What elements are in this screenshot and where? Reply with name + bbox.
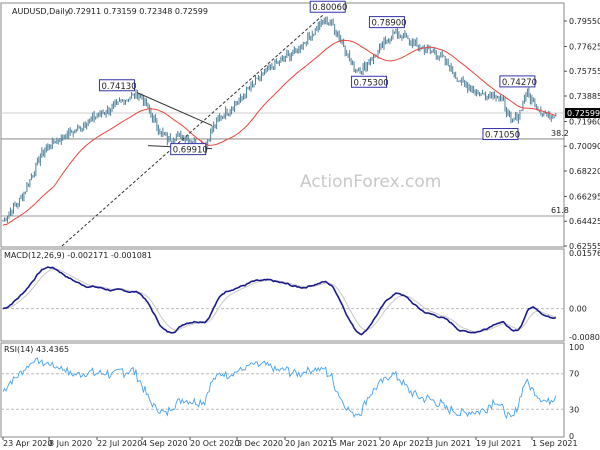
macd-tick-label: 0.015768: [569, 249, 600, 258]
date-tick-label: 22 Jul 2020: [97, 439, 142, 448]
swing-label-box: [499, 75, 536, 88]
price-tick-label: 0.71960: [569, 117, 600, 126]
price-tick-label: 0.79550: [569, 17, 600, 26]
rsi-tick-label: 70: [569, 370, 579, 379]
rsi-tick-label: 100: [569, 343, 584, 352]
date-tick-label: 3 Dec 2020: [237, 439, 283, 448]
date-tick-label: 3 Jun 2021: [428, 439, 471, 448]
swing-label: 0.74130: [101, 82, 136, 92]
price-tick-label: 0.73885: [569, 92, 600, 101]
current-price-label: 0.72599: [567, 109, 600, 118]
header-ohlc: 0.72911 0.73159 0.72348 0.72599: [68, 7, 208, 16]
date-tick-label: 8 Jun 2020: [49, 439, 92, 448]
date-tick-label: 1 Sep 2021: [532, 439, 578, 448]
swing-label: 0.71050: [485, 131, 520, 141]
date-tick-label: 5 Mar 2021: [332, 439, 378, 448]
fib-level-label: 61.8: [551, 206, 569, 215]
macd-signal-line: [2, 268, 556, 333]
rsi-line: [2, 357, 557, 420]
swing-label-box: [482, 128, 519, 141]
date-tick-label: 20 Oct 2020: [190, 439, 239, 448]
price-panel: ActionForex.com 38.2 61.8 0.74130 0.69910 0…: [0, 0, 569, 248]
price-tick-label: 0.77625: [569, 42, 600, 51]
rsi-panel: RSI(14) 43.4365: [0, 342, 565, 438]
macd-title: MACD(12,26,9) -0.002171 -0.001081: [4, 251, 152, 260]
rsi-panel-frame: [0, 342, 565, 438]
macd-panel: MACD(12,26,9) -0.002171 -0.001081: [0, 248, 565, 342]
price-tick-label: 0.66295: [569, 192, 600, 201]
swing-label: 0.69910: [173, 146, 208, 156]
moving-average-line: [2, 39, 556, 227]
swing-label: 0.80060: [312, 3, 347, 13]
watermark: ActionForex.com: [300, 172, 441, 192]
current-price-box: [565, 108, 600, 119]
dashed-trendline: [61, 13, 325, 247]
rsi-tick-label: 30: [569, 405, 579, 414]
swing-label-box: [309, 0, 346, 13]
macd-tick-label: 0.00: [569, 305, 587, 314]
macd-line: [2, 266, 557, 336]
price-tick-label: 0.75755: [569, 67, 600, 76]
swing-label: 0.78900: [371, 19, 406, 29]
descending-trendline: [137, 92, 213, 127]
swing-label: 0.74270: [502, 78, 537, 88]
price-tick-label: 0.70090: [569, 142, 600, 151]
price-panel-frame: [0, 2, 565, 248]
price-tick-label: 0.64425: [569, 217, 600, 226]
date-tick-label: 20 Apr 2021: [380, 439, 429, 448]
swing-label: 0.75300: [354, 78, 389, 88]
swing-label-box: [98, 79, 135, 92]
price-tick-label: 0.68220: [569, 167, 600, 176]
date-tick-label: 4 Sep 2020: [142, 439, 188, 448]
date-tick-label: 20 Jan 2021: [285, 439, 333, 448]
swing-label-box: [351, 75, 388, 88]
fib-level-label: 38.2: [551, 129, 569, 138]
rsi-tick-label: 0: [569, 432, 574, 441]
price-tick-label: 0.62555: [569, 242, 600, 251]
date-tick-label: 19 Jul 2021: [476, 439, 521, 448]
date-tick-label: 23 Apr 2020: [3, 439, 52, 448]
swing-label-box: [170, 143, 207, 156]
header-symbol: AUDUSD,Daily: [12, 7, 70, 16]
macd-panel-frame: [0, 248, 565, 342]
macd-tick-label: -0.008053: [569, 333, 600, 342]
rsi-title: RSI(14) 43.4365: [4, 345, 69, 354]
swing-label-box: [368, 16, 405, 29]
